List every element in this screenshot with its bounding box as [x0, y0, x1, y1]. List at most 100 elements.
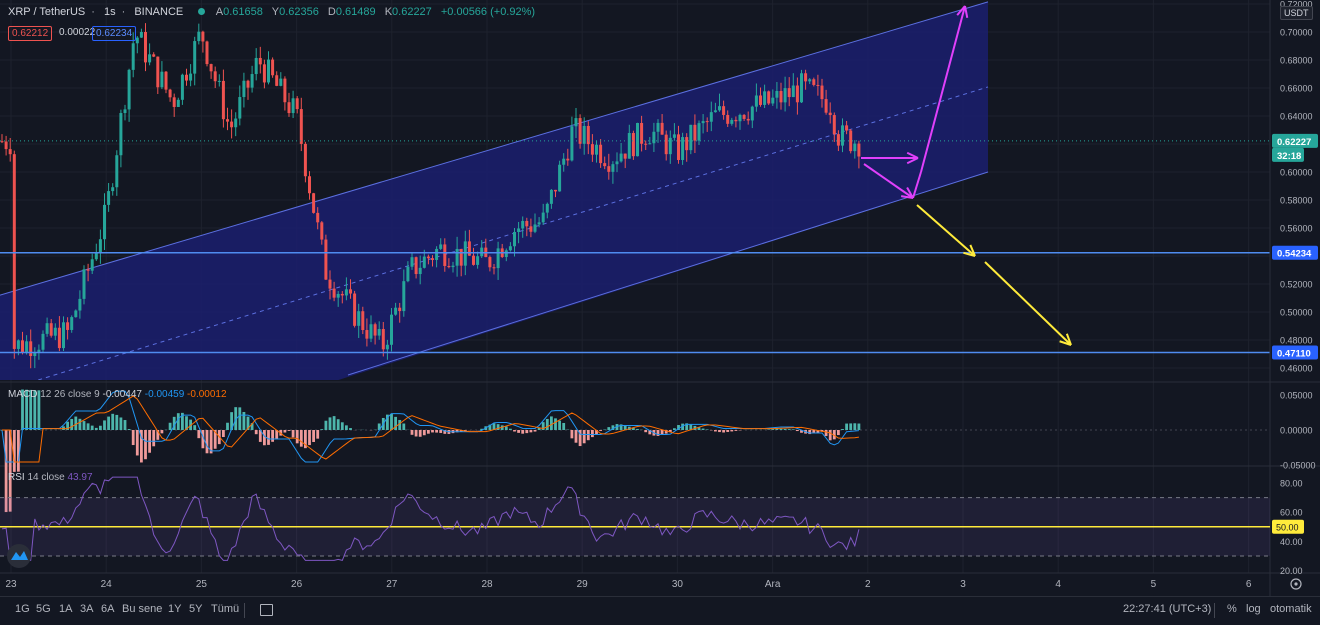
price-tick-label: 0.64000 — [1280, 112, 1313, 122]
candle-body — [702, 121, 705, 123]
rsi-tick-label: 40.00 — [1280, 537, 1303, 547]
range-5y[interactable]: 5Y — [189, 603, 202, 615]
macd-histogram-bar — [267, 430, 270, 445]
macd-histogram-bar — [431, 430, 434, 432]
candle-body — [652, 132, 655, 143]
price-axis[interactable]: 0.720000.700000.680000.660000.640000.620… — [1272, 0, 1318, 576]
candle-body — [611, 164, 614, 172]
candle-body — [263, 64, 266, 82]
macd-histogram-bar — [784, 429, 787, 430]
macd-histogram-bar — [87, 423, 90, 430]
macd-histogram-bar — [206, 430, 209, 453]
rsi-legend: RSI 14 close 43.97 — [8, 472, 93, 483]
bid-price-box[interactable]: 0.62212 — [8, 26, 52, 41]
macd-histogram-bar — [517, 430, 520, 433]
clock[interactable]: 22:27:41 (UTC+3) — [1123, 603, 1211, 615]
price-tick-label: 0.70000 — [1280, 28, 1313, 38]
range-5d[interactable]: 5G — [36, 603, 51, 615]
candle-body — [665, 135, 668, 155]
log-toggle[interactable]: log — [1246, 603, 1261, 615]
macd-histogram-bar — [644, 430, 647, 432]
candle-body — [341, 294, 344, 295]
candle-body — [452, 266, 455, 267]
candle-body — [788, 88, 791, 97]
range-1y[interactable]: 1Y — [168, 603, 181, 615]
range-1m[interactable]: 1A — [59, 603, 72, 615]
macd-histogram-bar — [345, 425, 348, 430]
macd-histogram-bar — [673, 428, 676, 430]
currency-badge[interactable]: USDT — [1280, 6, 1313, 20]
macd-histogram-bar — [70, 419, 73, 430]
macd-histogram-bar — [341, 422, 344, 430]
macd-params: 12 26 close 9 — [40, 389, 100, 400]
candle-body — [825, 99, 828, 113]
macd-legend: MACD 12 26 close 9 -0.00447 -0.00459 -0.… — [8, 389, 227, 400]
macd-value: -0.00447 — [103, 389, 142, 400]
macd-histogram-bar — [587, 430, 590, 440]
macd-histogram-bar — [320, 429, 323, 430]
percent-toggle[interactable]: % — [1227, 603, 1237, 615]
range-all[interactable]: Tümü — [211, 603, 239, 615]
candle-body — [365, 330, 368, 339]
yellow-arrow-1[interactable] — [917, 205, 975, 256]
time-tick-label: 4 — [1055, 579, 1061, 590]
candle-body — [283, 79, 286, 103]
candle-body — [42, 334, 45, 350]
candle-body — [554, 190, 557, 192]
macd-histogram-bar — [325, 421, 328, 430]
range-1d[interactable]: 1G — [15, 603, 30, 615]
candle-body — [398, 308, 401, 311]
candle-body — [845, 125, 848, 130]
candle-body — [378, 329, 381, 336]
candle-body — [165, 72, 168, 90]
macd-histogram-bar — [530, 430, 533, 432]
macd-histogram-bar — [329, 417, 332, 430]
date-range-icon[interactable] — [260, 604, 273, 616]
macd-histogram-bar — [558, 421, 561, 430]
price-tick-label: 0.46000 — [1280, 364, 1313, 374]
high-value: 0.62356 — [279, 6, 319, 18]
macd-histogram-bar — [780, 429, 783, 430]
ask-price-box[interactable]: 0.62234 — [92, 26, 136, 41]
candle-body — [382, 329, 385, 349]
candle-body — [210, 64, 213, 71]
macd-histogram-bar — [505, 427, 508, 430]
macd-histogram-bar — [349, 428, 352, 430]
candle-body — [677, 134, 680, 160]
rsi-name[interactable]: RSI — [8, 472, 25, 483]
macd-name[interactable]: MACD — [8, 389, 37, 400]
candle-body — [169, 90, 172, 98]
range-6m[interactable]: 6A — [101, 603, 114, 615]
candle-body — [833, 115, 836, 134]
candle-body — [29, 341, 32, 356]
settings-icon[interactable] — [1291, 579, 1301, 589]
candle-body — [9, 149, 12, 154]
auto-scale-toggle[interactable]: otomatik — [1270, 603, 1312, 615]
chart-canvas[interactable]: 0.720000.700000.680000.660000.640000.620… — [0, 0, 1320, 596]
range-ytd[interactable]: Bu sene — [122, 603, 162, 615]
candle-body — [505, 250, 508, 257]
close-value: 0.62227 — [392, 6, 432, 18]
range-3m[interactable]: 3A — [80, 603, 93, 615]
close-label: K — [385, 6, 392, 18]
candle-body — [115, 155, 118, 187]
macd-histogram-bar — [599, 430, 602, 431]
tradingview-logo-icon[interactable] — [7, 544, 31, 568]
symbol-legend: XRP / TetherUS· 1s· BINANCE A0.61658 Y0.… — [8, 6, 541, 18]
macd-histogram-bar — [636, 429, 639, 430]
candle-body — [476, 256, 479, 265]
interval[interactable]: 1s — [104, 6, 116, 18]
candle-body — [747, 119, 750, 121]
macd-histogram-bar — [735, 430, 738, 431]
symbol-name[interactable]: XRP / TetherUS — [8, 6, 85, 18]
candle-body — [710, 112, 713, 122]
macd-histogram-bar — [415, 430, 418, 436]
candle-body — [821, 86, 824, 100]
candle-body — [333, 289, 336, 298]
candle-body — [13, 154, 16, 349]
macd-histogram-bar — [177, 413, 180, 430]
candle-body — [83, 269, 86, 299]
macd-histogram-bar — [423, 430, 426, 435]
candle-body — [529, 226, 532, 231]
